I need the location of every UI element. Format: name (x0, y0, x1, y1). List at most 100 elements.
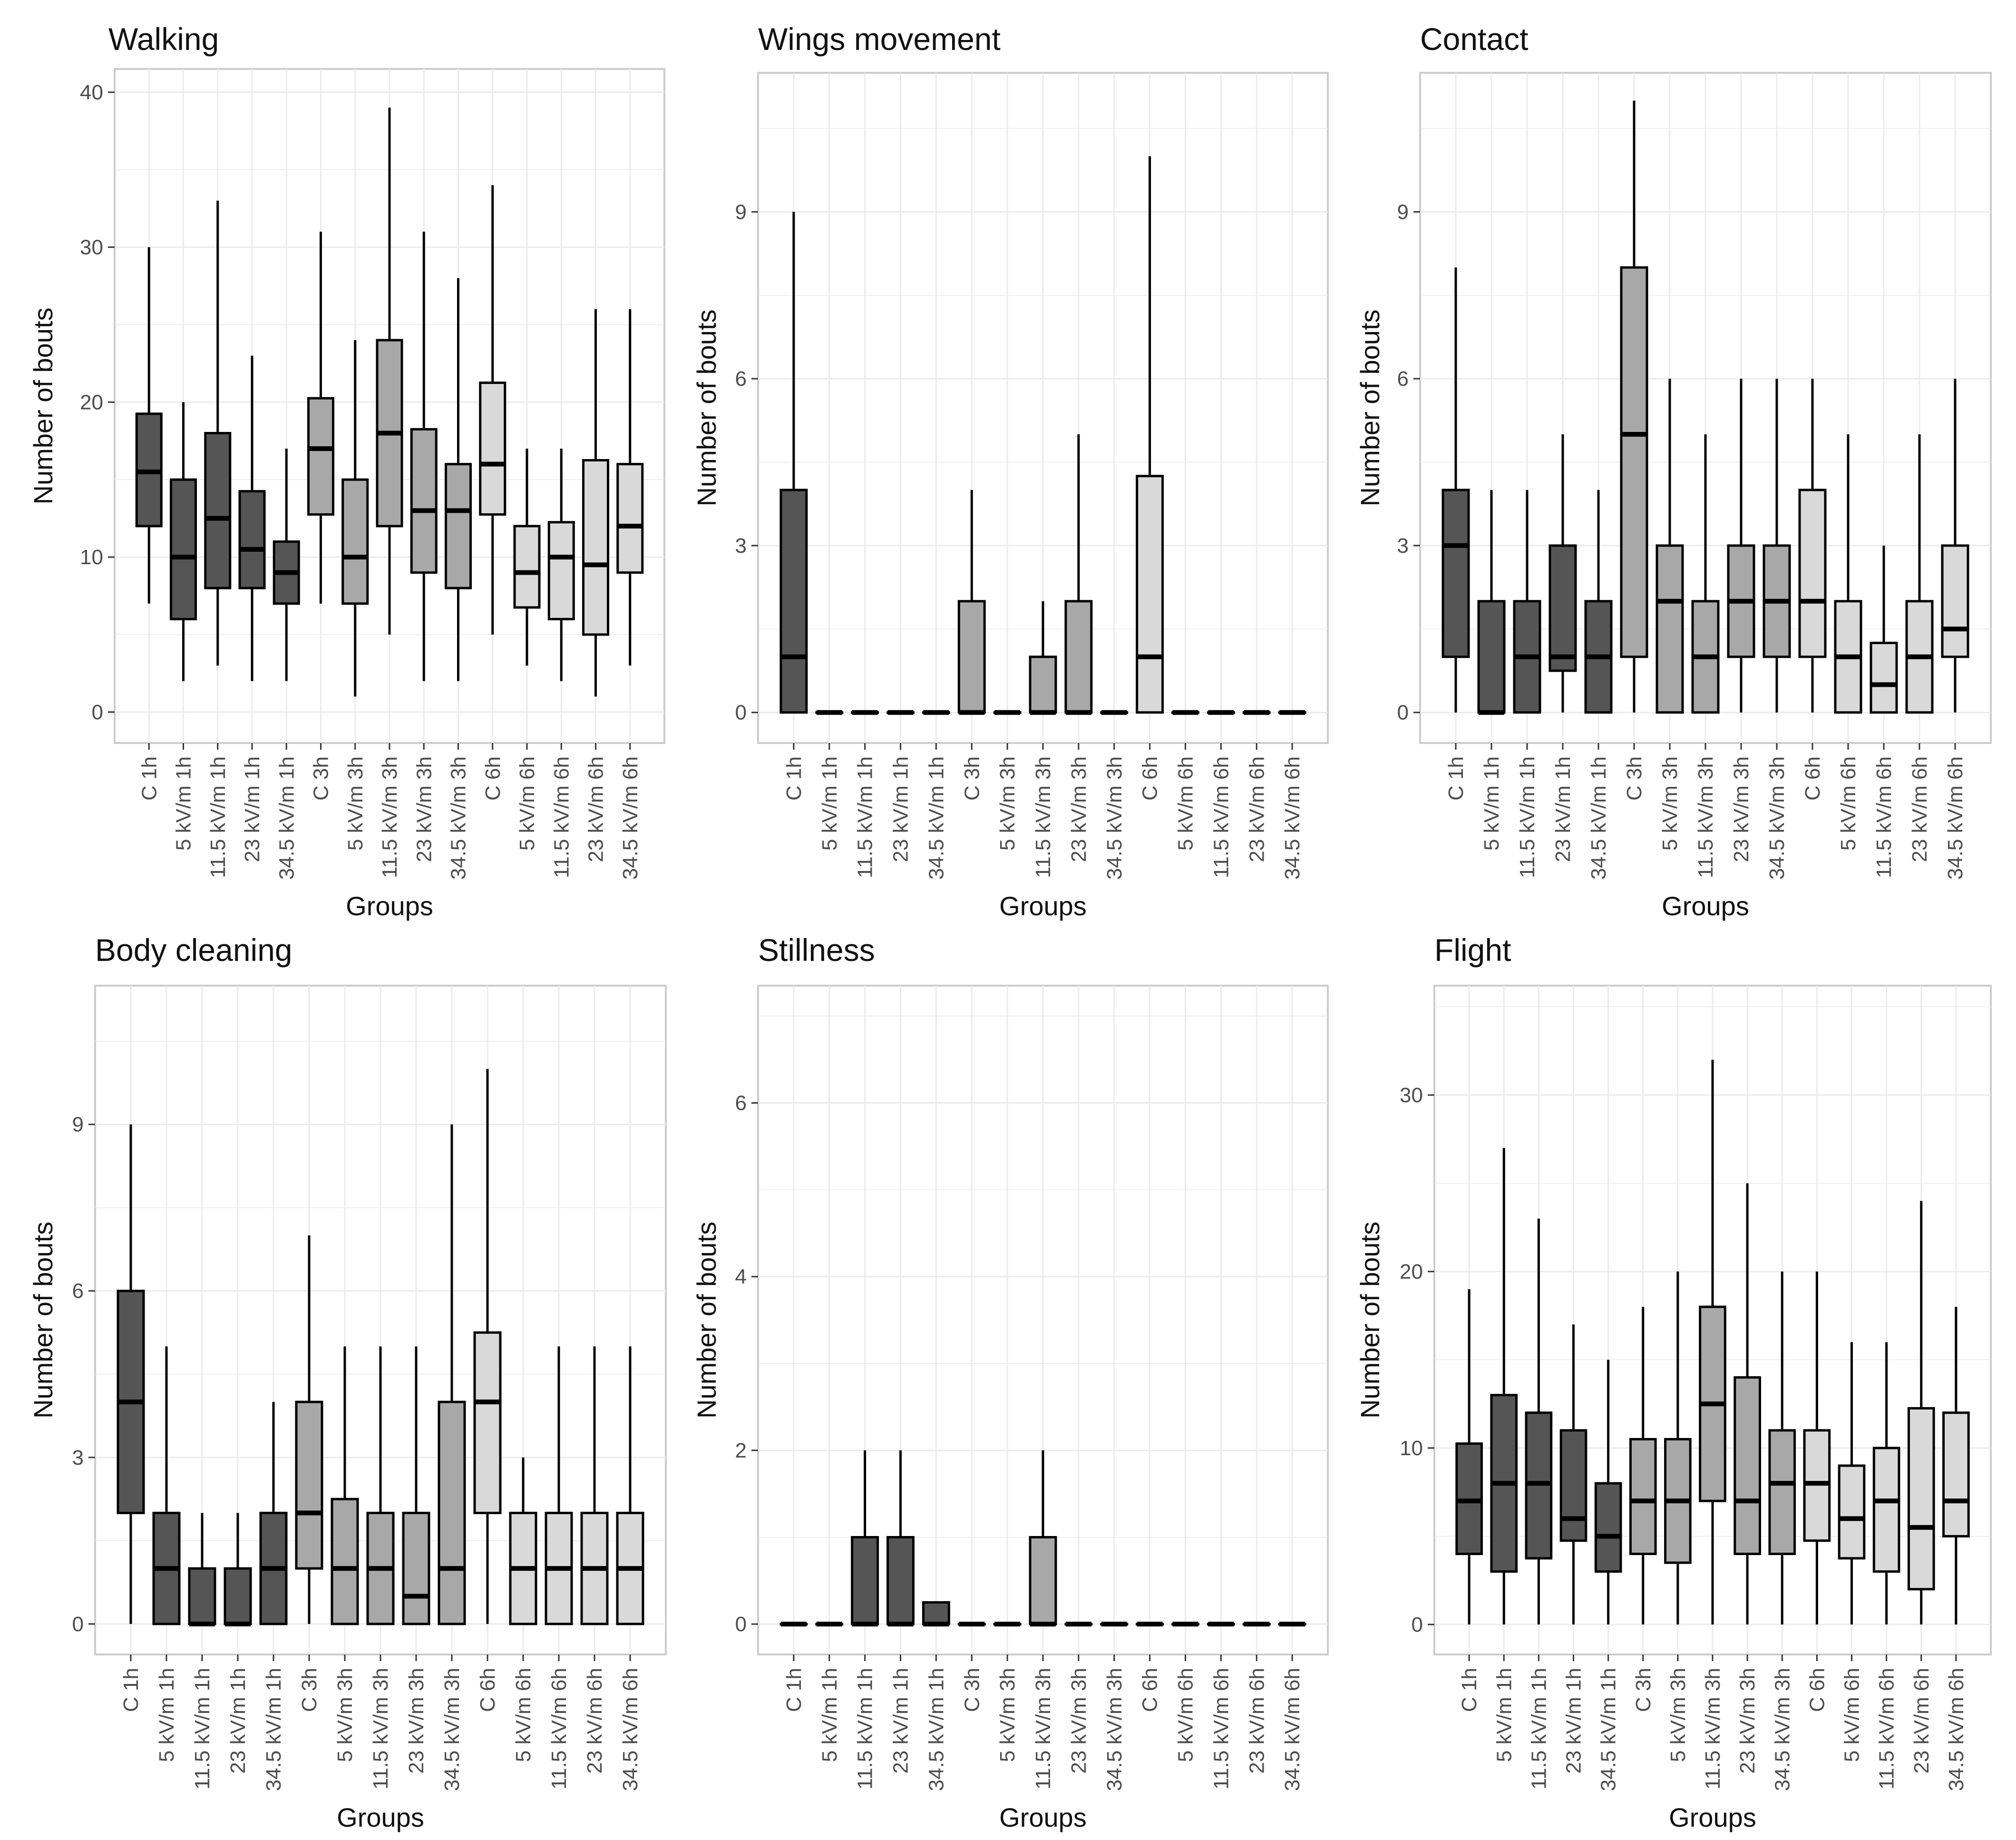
x-tick-label: 5 kV/m 3h (344, 756, 367, 851)
box-34-5-kv-m-3h (444, 278, 472, 681)
box-c-1h (135, 247, 163, 604)
x-tick-label: 34.5 kV/m 1h (925, 756, 948, 880)
x-tick-label: C 1h (119, 1668, 143, 1712)
iqr-box (402, 1511, 430, 1625)
x-tick-label: 34.5 kV/m 6h (1281, 1668, 1304, 1791)
iqr-box (204, 432, 232, 589)
box-c-3h (307, 232, 335, 604)
box-5-kv-m-3h (341, 340, 369, 697)
y-tick-label: 9 (1397, 200, 1409, 224)
box-c-3h (957, 489, 986, 715)
x-tick-label: 34.5 kV/m 1h (1597, 1668, 1620, 1791)
box-c-3h (1629, 1307, 1657, 1625)
iqr-box (1941, 544, 1969, 658)
box-23-kv-m-6h (582, 309, 610, 697)
iqr-box (341, 478, 369, 605)
box-23-kv-m-3h (402, 1346, 430, 1625)
box-c-1h (779, 1622, 808, 1627)
x-tick-label: C 1h (1444, 756, 1468, 801)
iqr-box (307, 397, 335, 516)
box-11-5-kv-m-3h (376, 108, 403, 635)
x-tick-label: 34.5 kV/m 3h (447, 756, 470, 880)
x-tick-label: 34.5 kV/m 6h (1281, 756, 1304, 880)
x-tick-label: 23 kV/m 6h (1245, 756, 1268, 862)
y-tick-label: 6 (735, 1092, 747, 1115)
x-tick-label: 23 kV/m 6h (583, 1668, 606, 1774)
box-34-5-kv-m-6h (1941, 379, 1969, 713)
x-tick-label: 5 kV/m 1h (155, 1668, 178, 1762)
x-tick-label: 11.5 kV/m 3h (1701, 1668, 1724, 1790)
y-axis-label: Number of bouts (28, 308, 58, 505)
box-c-3h (295, 1235, 323, 1624)
box-11-5-kv-m-1h (1513, 489, 1541, 714)
x-axis-label: Groups (346, 891, 433, 921)
x-tick-label: 23 kV/m 1h (1551, 756, 1575, 862)
y-tick-label: 10 (1400, 1437, 1423, 1460)
iqr-box (1838, 1464, 1866, 1560)
box-23-kv-m-1h (238, 355, 266, 681)
x-tick-label: 5 kV/m 3h (1658, 756, 1682, 851)
box-11-5-kv-m-3h (1691, 434, 1720, 714)
iqr-box (1872, 1447, 1900, 1573)
x-tick-label: 23 kV/m 6h (1910, 1668, 1933, 1774)
x-tick-label: 11.5 kV/m 6h (1872, 756, 1896, 878)
x-tick-label: 5 kV/m 1h (1480, 756, 1503, 851)
iqr-box (547, 521, 575, 620)
x-tick-label: C 1h (782, 1668, 806, 1712)
iqr-box (1029, 656, 1057, 714)
iqr-box (224, 1567, 252, 1625)
box-11-5-kv-m-3h (1029, 1450, 1057, 1627)
panel-flight: 0 10 20 30 C 1h 5 kV/m 1h 11.5 kV/m 1h 23 kV/m … (1355, 932, 1992, 1832)
panel-stillness: 0 2 4 6 C 1h 5 kV/m 1h 11.5 kV/m 1h 23 kV/m 1h 3… (691, 932, 1329, 1832)
x-tick-label: C 6h (476, 1668, 499, 1712)
x-tick-label: C 6h (1801, 756, 1824, 801)
box-23-kv-m-3h (1064, 1622, 1093, 1627)
y-tick-label: 9 (72, 1113, 84, 1136)
x-tick-label: 11.5 kV/m 3h (378, 756, 401, 878)
box-23-kv-m-3h (1727, 379, 1755, 713)
box-c-6h (1803, 1271, 1831, 1625)
x-tick-label: 5 kV/m 3h (996, 1668, 1019, 1762)
box-5-kv-m-3h (1656, 379, 1684, 714)
y-tick-label: 0 (1412, 1613, 1423, 1636)
x-tick-label: 5 kV/m 6h (512, 1668, 535, 1762)
x-tick-label: 23 kV/m 6h (584, 756, 608, 862)
box-34-5-kv-m-3h (1768, 1271, 1796, 1625)
iqr-box (1907, 1407, 1935, 1591)
x-axis-label: Groups (1669, 1802, 1756, 1832)
box-34-5-kv-m-3h (1763, 379, 1791, 713)
x-tick-label: C 3h (310, 756, 333, 801)
box-5-kv-m-3h (1664, 1271, 1692, 1625)
box-11-5-kv-m-3h (1029, 601, 1057, 715)
box-34-5-kv-m-6h (616, 1346, 644, 1625)
box-c-6h (1798, 379, 1827, 713)
x-tick-label: 5 kV/m 3h (333, 1668, 357, 1762)
y-axis-label: Number of bouts (28, 1222, 58, 1419)
x-tick-label: 23 kV/m 3h (1067, 756, 1091, 862)
x-tick-label: 34.5 kV/m 3h (1103, 1668, 1126, 1791)
box-5-kv-m-6h (1171, 1622, 1199, 1627)
iqr-box (1942, 1411, 1970, 1537)
y-tick-label: 6 (735, 367, 747, 391)
y-tick-label: 4 (735, 1265, 747, 1289)
box-34-5-kv-m-6h (1942, 1307, 1970, 1625)
box-c-3h (957, 1622, 986, 1627)
x-tick-label: 11.5 kV/m 1h (191, 1668, 214, 1790)
x-tick-label: 5 kV/m 6h (1174, 756, 1198, 851)
x-tick-label: 34.5 kV/m 3h (1103, 756, 1126, 880)
y-tick-label: 3 (735, 534, 747, 558)
x-tick-label: C 6h (1139, 756, 1162, 801)
box-23-kv-m-6h (1242, 1622, 1271, 1627)
x-tick-label: 23 kV/m 1h (889, 1668, 913, 1774)
iqr-box (582, 459, 610, 636)
x-tick-label: 23 kV/m 1h (241, 756, 264, 862)
iqr-box (444, 463, 472, 589)
iqr-box (1768, 1429, 1796, 1556)
x-tick-label: 34.5 kV/m 1h (1587, 756, 1610, 880)
x-tick-label: C 6h (1805, 1668, 1829, 1712)
iqr-box (295, 1400, 323, 1570)
box-34-5-kv-m-1h (1594, 1360, 1622, 1625)
box-c-1h (779, 212, 808, 714)
box-5-kv-m-6h (509, 1457, 537, 1625)
box-5-kv-m-3h (331, 1346, 359, 1625)
